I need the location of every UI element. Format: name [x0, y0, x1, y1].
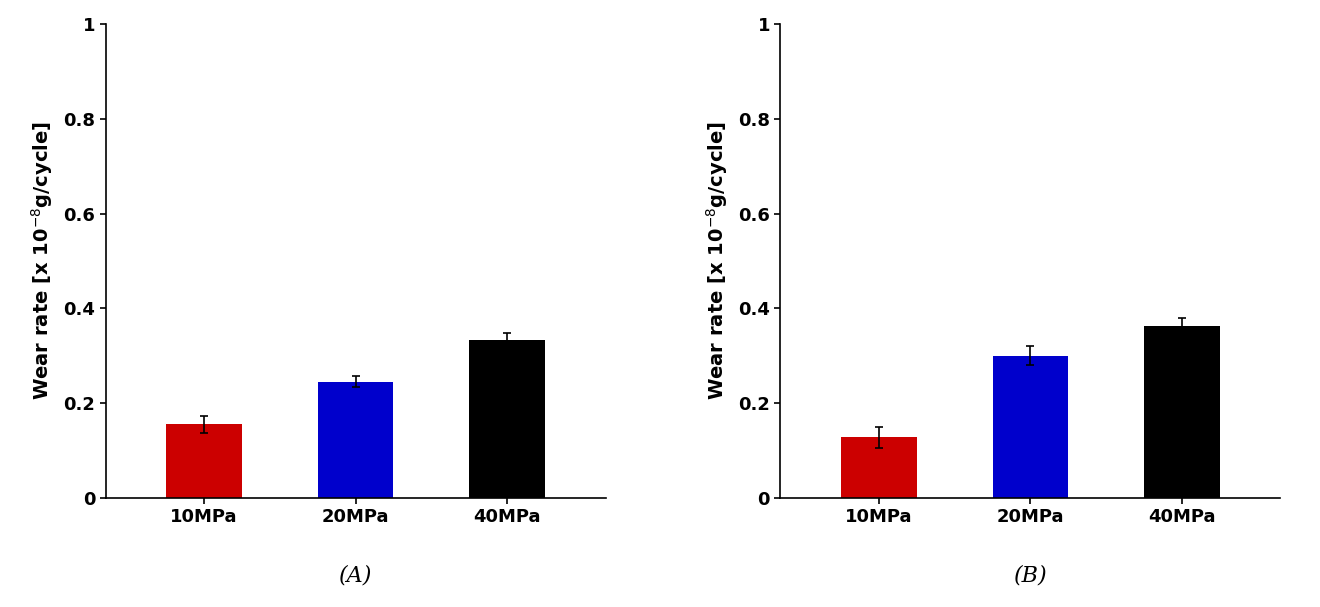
Bar [993, 356, 1068, 498]
Bar [166, 424, 242, 498]
Bar [841, 437, 917, 498]
Bar [1144, 327, 1220, 498]
Bar [469, 340, 545, 498]
Y-axis label: Wear rate [x 10$^{-8}$g/cycle]: Wear rate [x 10$^{-8}$g/cycle] [29, 121, 55, 401]
Text: (B): (B) [1014, 564, 1047, 586]
Bar [318, 382, 393, 498]
Y-axis label: Wear rate [x 10$^{-8}$g/cycle]: Wear rate [x 10$^{-8}$g/cycle] [704, 121, 730, 401]
Text: (A): (A) [339, 564, 372, 586]
